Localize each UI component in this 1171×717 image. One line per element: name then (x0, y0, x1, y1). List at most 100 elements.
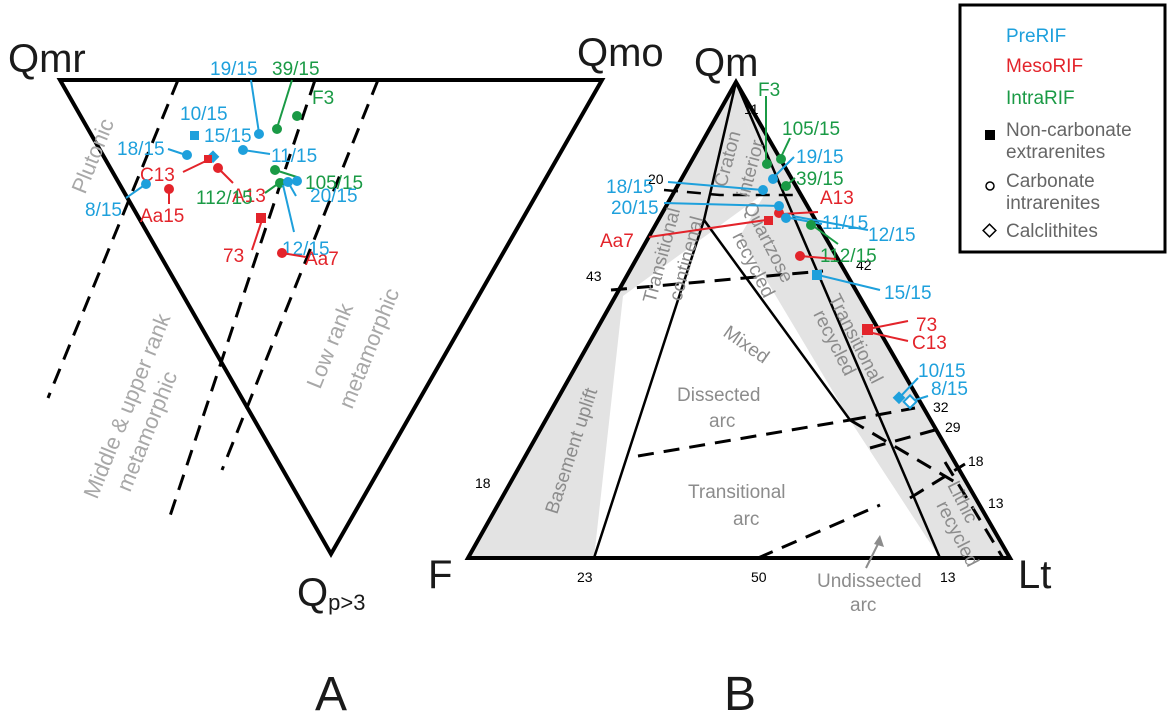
field-label-dissected-1: Dissected (677, 385, 760, 406)
sample-marker (164, 184, 174, 194)
sample-marker (283, 177, 293, 187)
legend-prerif: PreRIF (1006, 26, 1066, 47)
sample-marker (204, 155, 212, 163)
sample-marker (862, 324, 873, 335)
sample-marker (277, 248, 287, 258)
sample-label: 105/15 (782, 119, 840, 140)
panel-label-b: B (724, 668, 756, 717)
field-fill-left (468, 82, 766, 558)
boundary-lithic-inner (849, 418, 961, 487)
sample-marker (254, 129, 264, 139)
boundary-craton (663, 188, 796, 197)
sample-label: 112/15 (820, 246, 877, 267)
sample-label: 39/15 (272, 59, 320, 80)
field-label-plutonic: Plutonic (66, 115, 119, 197)
circle-symbol-icon (985, 181, 995, 191)
legend: PreRIF MesoRIF IntraRIF Non-carbonate ex… (958, 3, 1167, 254)
corner-label-qmo: Qmo (577, 31, 664, 75)
legend-box (958, 3, 1167, 254)
sample-marker (762, 159, 772, 169)
boundary-line-plutonic (46, 79, 180, 399)
field-label-transitional-arc-1: Transitional (688, 482, 786, 503)
sample-label: 12/15 (868, 225, 916, 246)
sample-label: 20/15 (310, 186, 358, 207)
sample-label: 19/15 (796, 147, 844, 168)
tick-label: 13 (988, 495, 1004, 511)
tick-label: 18 (968, 453, 984, 469)
tick-label: 18 (475, 475, 491, 491)
sample-marker (764, 216, 773, 225)
sample-marker (238, 145, 248, 155)
sample-marker (812, 270, 822, 280)
sample-label: Aa7 (600, 231, 634, 252)
diamond-symbol-icon (982, 223, 997, 238)
corner-label-lt: Lt (1018, 553, 1051, 597)
square-symbol-icon (985, 130, 995, 140)
legend-noncarb-1: Non-carbonate (1006, 120, 1132, 141)
tick-label: 23 (577, 569, 593, 585)
corner-label-qm: Qm (694, 41, 758, 85)
sample-label: 73 (916, 315, 937, 336)
sample-label: 8/15 (85, 200, 122, 221)
sample-marker (776, 154, 786, 164)
panel-b: Qm F Lt Craton interior Transitional con… (428, 41, 1051, 717)
sample-marker (213, 163, 223, 173)
sample-label: 10/15 (918, 361, 966, 382)
sample-label: Aa7 (305, 249, 339, 270)
corner-label-f: F (428, 553, 452, 597)
legend-noncarb-2: extrarenites (1006, 142, 1105, 163)
corner-label-qp: Qp>3 (297, 571, 365, 615)
tick-label: 29 (945, 419, 961, 435)
sample-label: 18/15 (117, 139, 165, 160)
field-label-undissected-2: arc (850, 595, 876, 616)
sample-label: A13 (232, 186, 266, 207)
legend-carb-1: Carbonate (1006, 171, 1095, 192)
sample-label: 15/15 (884, 283, 932, 304)
sample-marker (141, 179, 151, 189)
sample-marker (182, 150, 192, 160)
sample-marker (758, 185, 768, 195)
sample-marker (806, 220, 816, 230)
sample-marker (781, 213, 791, 223)
field-label-mixed: Mixed (719, 322, 773, 368)
tick-label: 50 (751, 569, 767, 585)
sample-label: Aa15 (140, 206, 184, 227)
sample-marker (292, 111, 302, 121)
qm-f-lt-triangle (464, 77, 1014, 560)
panel-b-samples: F3 105/15 19/15 39/15 18/15 A13 20/15 (600, 80, 968, 410)
corner-label-qmr: Qmr (8, 37, 86, 81)
sample-label: 20/15 (611, 198, 659, 219)
sample-label: 8/15 (931, 379, 968, 400)
sample-marker (190, 131, 199, 140)
sample-label: 105/15 (305, 173, 363, 194)
sample-label: A13 (820, 188, 854, 209)
tick-label: 42 (856, 257, 872, 273)
tick-label: 11 (744, 101, 759, 117)
boundary-mixed (702, 219, 852, 421)
sample-marker (774, 201, 784, 211)
boundary-lithic-29 (869, 428, 936, 450)
sample-label: 10/15 (180, 104, 228, 125)
sample-label: 18/15 (606, 177, 654, 198)
boundary-transitional-continental (610, 269, 824, 292)
boundary-transitional-recycled (849, 406, 916, 422)
field-label-undissected-1: Undissected (817, 571, 922, 592)
boundary-line-low-rank (220, 79, 380, 471)
sample-label: F3 (758, 80, 780, 101)
sample-marker (768, 174, 778, 184)
undissected-arrow-head (874, 535, 884, 547)
legend-calc: Calclithites (1006, 221, 1098, 242)
sample-marker (270, 165, 280, 175)
panel-a: Qmr Qmo Qp>3 Plutonic Middle & upper ran… (8, 31, 664, 717)
sample-marker (272, 124, 282, 134)
panel-a-samples: 19/15 39/15 F3 10/15 18/15 15/15 C13 (85, 59, 363, 270)
sample-marker (774, 208, 784, 218)
sample-label: 15/15 (204, 126, 252, 147)
sample-label: 73 (223, 246, 244, 267)
sample-label: F3 (312, 88, 334, 109)
sample-marker (902, 393, 918, 410)
sample-marker (781, 181, 791, 191)
field-label-dissected-2: arc (709, 411, 735, 432)
sample-label: 19/15 (210, 59, 258, 80)
